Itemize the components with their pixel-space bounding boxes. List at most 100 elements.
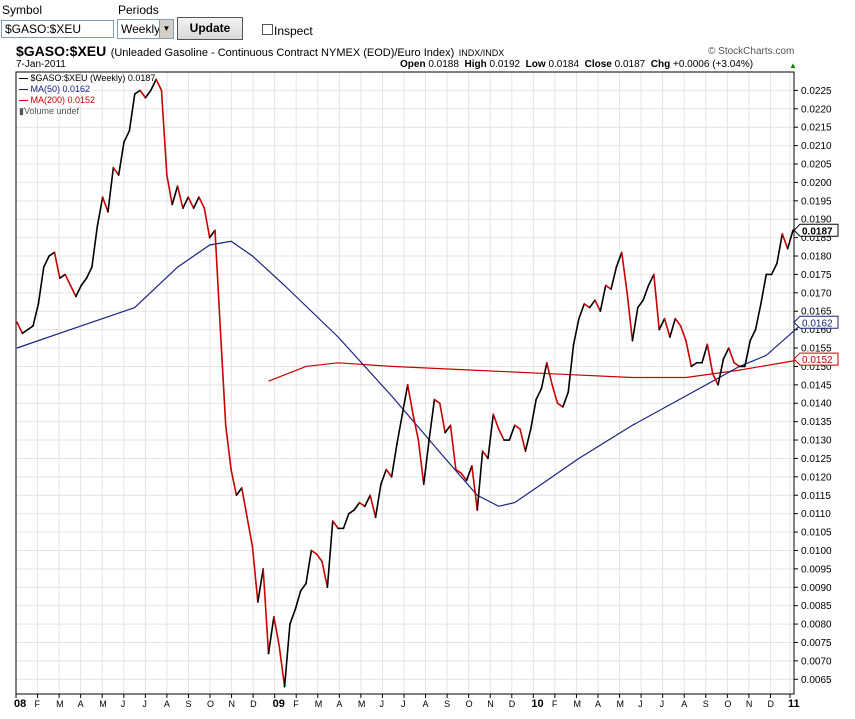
x-tick-label: 09: [273, 698, 285, 710]
chg-value: +0.0006 (+3.04%): [673, 59, 754, 70]
price-segment: [208, 229, 216, 239]
periods-select[interactable]: Weekly ▼: [117, 19, 174, 39]
price-segment: [187, 196, 195, 209]
price-segment: [722, 347, 730, 360]
price-segment: [326, 520, 334, 589]
y-tick-label: 0.0215: [801, 123, 832, 134]
y-tick-label: 0.0095: [801, 564, 832, 575]
price-segment: [460, 472, 468, 482]
price-segment: [353, 501, 361, 511]
bar-chart-icon: ▮: [19, 106, 24, 116]
price-segment: [685, 339, 693, 368]
price-segment: [219, 328, 227, 427]
price-segment: [53, 251, 61, 279]
y-tick-label: 0.0090: [801, 583, 832, 594]
price-segment: [406, 384, 414, 416]
price-segment: [690, 361, 698, 368]
price-segment: [32, 303, 40, 327]
price-segment: [267, 615, 275, 655]
price-segment: [112, 166, 120, 176]
price-segment: [101, 196, 109, 213]
price-segment: [417, 439, 425, 486]
price-segment: [481, 450, 489, 460]
price-segment: [117, 141, 125, 176]
y-tick-label: 0.0120: [801, 472, 832, 483]
price-segment: [369, 494, 377, 519]
x-tick-label: J: [142, 699, 147, 709]
price-segment: [562, 391, 570, 408]
price-segment: [786, 229, 794, 250]
symbol-input[interactable]: $GASO:$XEU: [1, 20, 114, 38]
price-segment: [75, 284, 83, 298]
symbol-label: Symbol: [2, 3, 43, 17]
y-tick-label: 0.0110: [801, 509, 831, 520]
price-segment: [96, 196, 104, 228]
price-segment: [59, 273, 66, 279]
x-tick-label: F: [552, 699, 558, 709]
x-tick-label: S: [444, 699, 450, 709]
x-tick-label: N: [487, 699, 494, 709]
price-segment: [283, 623, 291, 688]
price-segment: [567, 343, 575, 394]
price-segment: [123, 130, 131, 143]
inspect-checkbox[interactable]: [262, 24, 273, 35]
price-segment: [455, 468, 462, 474]
x-tick-label: D: [767, 699, 774, 709]
price-segment: [492, 413, 500, 430]
price-segment: [508, 424, 516, 441]
price-segment: [604, 284, 612, 290]
y-tick-label: 0.0225: [801, 86, 832, 97]
grid: [15, 72, 794, 694]
periods-label: Periods: [118, 3, 159, 17]
price-segment: [433, 398, 441, 405]
price-segment: [476, 450, 484, 511]
y-tick-label: 0.0140: [801, 399, 832, 410]
ma50-end-label-box: [793, 315, 839, 329]
ma50-line: [16, 240, 805, 507]
price-segment: [69, 284, 77, 298]
price-segment: [155, 78, 163, 92]
price-segment: [374, 483, 382, 519]
price-segment: [776, 233, 784, 265]
x-tick-label: A: [681, 699, 687, 709]
price-segment: [487, 413, 495, 460]
price-segment: [594, 299, 602, 313]
y-tick-label: 0.0190: [801, 215, 832, 226]
price-segment: [273, 615, 281, 647]
y-tick-label: 0.0065: [801, 675, 832, 686]
price-segment: [578, 303, 586, 320]
price-segment: [214, 229, 222, 331]
price-segment: [749, 328, 757, 342]
close-value: 0.0187: [614, 59, 646, 70]
price-segment: [658, 317, 666, 331]
price-segment: [128, 93, 136, 132]
x-tick-label: A: [336, 699, 342, 709]
price-segment: [396, 413, 404, 445]
y-tick-label: 0.0100: [801, 546, 832, 557]
update-button[interactable]: Update: [177, 17, 243, 40]
price-segment: [380, 468, 388, 486]
low-value: 0.0184: [548, 59, 580, 70]
price-segment: [401, 384, 409, 416]
price-segment: [535, 387, 543, 401]
price-segment: [321, 560, 329, 589]
x-tick-label: D: [509, 699, 516, 709]
price-segment: [529, 398, 537, 430]
chevron-down-icon[interactable]: ▼: [159, 20, 173, 38]
price-segment: [91, 225, 99, 268]
price-segment: [727, 347, 735, 364]
price-segment: [224, 424, 232, 471]
price-segment: [428, 398, 436, 441]
price-segment: [770, 262, 778, 276]
y-tick-label: 0.0175: [801, 270, 832, 281]
price-segment: [444, 424, 452, 434]
price-segment: [342, 512, 350, 530]
price-segment: [733, 361, 741, 368]
x-tick-label: M: [573, 699, 581, 709]
x-tick-label: N: [746, 699, 753, 709]
price-segment: [246, 516, 254, 548]
price-segment: [48, 251, 56, 257]
price-segment: [524, 428, 532, 452]
price-segment: [706, 343, 714, 375]
price-segment: [754, 303, 762, 331]
